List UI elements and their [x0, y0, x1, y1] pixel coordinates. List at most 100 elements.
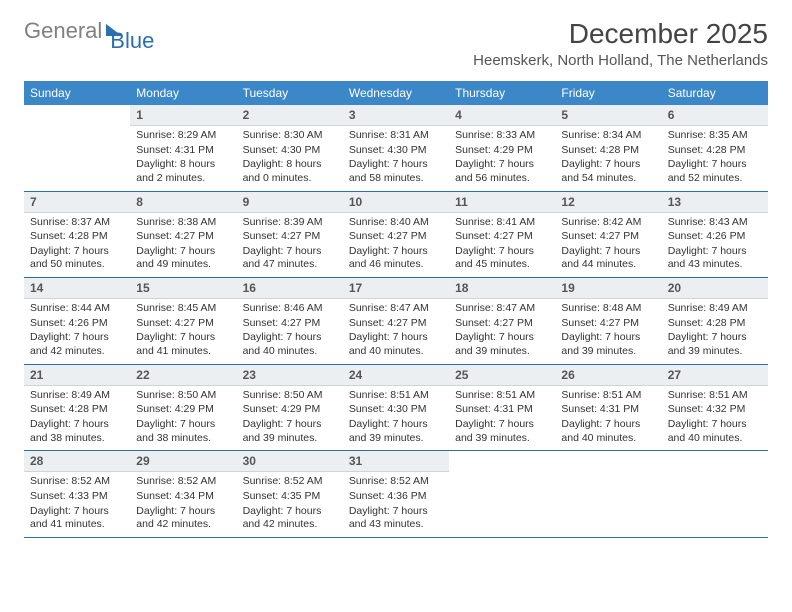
- calendar-table: SundayMondayTuesdayWednesdayThursdayFrid…: [24, 81, 768, 538]
- calendar-day-cell: 1Sunrise: 8:29 AMSunset: 4:31 PMDaylight…: [130, 105, 236, 191]
- sunrise-text: Sunrise: 8:33 AM: [455, 129, 549, 143]
- daylight-text: Daylight: 7 hours and 47 minutes.: [243, 245, 337, 272]
- sunset-text: Sunset: 4:26 PM: [30, 317, 124, 331]
- sunrise-text: Sunrise: 8:50 AM: [136, 389, 230, 403]
- calendar-row: 7Sunrise: 8:37 AMSunset: 4:28 PMDaylight…: [24, 191, 768, 278]
- calendar-empty-cell: [555, 451, 661, 538]
- daylight-text: Daylight: 7 hours and 54 minutes.: [561, 158, 655, 185]
- day-body: Sunrise: 8:35 AMSunset: 4:28 PMDaylight:…: [662, 126, 768, 191]
- calendar-day-cell: 20Sunrise: 8:49 AMSunset: 4:28 PMDayligh…: [662, 278, 768, 365]
- day-number: 10: [343, 192, 449, 213]
- calendar-day-cell: 18Sunrise: 8:47 AMSunset: 4:27 PMDayligh…: [449, 278, 555, 365]
- logo-text-2: Blue: [110, 28, 154, 54]
- daylight-text: Daylight: 7 hours and 39 minutes.: [561, 331, 655, 358]
- day-body: Sunrise: 8:48 AMSunset: 4:27 PMDaylight:…: [555, 299, 661, 364]
- sunset-text: Sunset: 4:28 PM: [561, 144, 655, 158]
- sunrise-text: Sunrise: 8:30 AM: [243, 129, 337, 143]
- sunrise-text: Sunrise: 8:49 AM: [668, 302, 762, 316]
- day-body: Sunrise: 8:52 AMSunset: 4:33 PMDaylight:…: [24, 472, 130, 537]
- calendar-day-cell: 8Sunrise: 8:38 AMSunset: 4:27 PMDaylight…: [130, 191, 236, 278]
- daylight-text: Daylight: 7 hours and 38 minutes.: [30, 418, 124, 445]
- calendar-day-cell: 19Sunrise: 8:48 AMSunset: 4:27 PMDayligh…: [555, 278, 661, 365]
- sunset-text: Sunset: 4:31 PM: [136, 144, 230, 158]
- sunset-text: Sunset: 4:27 PM: [455, 317, 549, 331]
- sunset-text: Sunset: 4:27 PM: [349, 230, 443, 244]
- daylight-text: Daylight: 7 hours and 40 minutes.: [243, 331, 337, 358]
- day-number: 24: [343, 365, 449, 386]
- daylight-text: Daylight: 8 hours and 0 minutes.: [243, 158, 337, 185]
- day-body: Sunrise: 8:51 AMSunset: 4:31 PMDaylight:…: [449, 386, 555, 451]
- sunset-text: Sunset: 4:28 PM: [30, 230, 124, 244]
- calendar-body: 1Sunrise: 8:29 AMSunset: 4:31 PMDaylight…: [24, 105, 768, 537]
- calendar-day-cell: 7Sunrise: 8:37 AMSunset: 4:28 PMDaylight…: [24, 191, 130, 278]
- sunrise-text: Sunrise: 8:43 AM: [668, 216, 762, 230]
- logo-text-1: General: [24, 18, 102, 44]
- sunset-text: Sunset: 4:27 PM: [136, 317, 230, 331]
- calendar-day-cell: 21Sunrise: 8:49 AMSunset: 4:28 PMDayligh…: [24, 364, 130, 451]
- calendar-day-cell: 9Sunrise: 8:39 AMSunset: 4:27 PMDaylight…: [237, 191, 343, 278]
- weekday-header: Saturday: [662, 81, 768, 105]
- day-number: 15: [130, 278, 236, 299]
- weekday-header: Friday: [555, 81, 661, 105]
- day-body: Sunrise: 8:47 AMSunset: 4:27 PMDaylight:…: [449, 299, 555, 364]
- weekday-header: Sunday: [24, 81, 130, 105]
- day-number: 6: [662, 105, 768, 126]
- daylight-text: Daylight: 7 hours and 42 minutes.: [136, 505, 230, 532]
- day-body: Sunrise: 8:42 AMSunset: 4:27 PMDaylight:…: [555, 213, 661, 278]
- location-text: Heemskerk, North Holland, The Netherland…: [473, 52, 768, 69]
- sunset-text: Sunset: 4:29 PM: [455, 144, 549, 158]
- daylight-text: Daylight: 8 hours and 2 minutes.: [136, 158, 230, 185]
- day-body: Sunrise: 8:51 AMSunset: 4:32 PMDaylight:…: [662, 386, 768, 451]
- calendar-day-cell: 25Sunrise: 8:51 AMSunset: 4:31 PMDayligh…: [449, 364, 555, 451]
- day-body: Sunrise: 8:41 AMSunset: 4:27 PMDaylight:…: [449, 213, 555, 278]
- daylight-text: Daylight: 7 hours and 41 minutes.: [30, 505, 124, 532]
- day-body: Sunrise: 8:38 AMSunset: 4:27 PMDaylight:…: [130, 213, 236, 278]
- daylight-text: Daylight: 7 hours and 56 minutes.: [455, 158, 549, 185]
- day-number: 2: [237, 105, 343, 126]
- sunset-text: Sunset: 4:26 PM: [668, 230, 762, 244]
- day-body: Sunrise: 8:52 AMSunset: 4:35 PMDaylight:…: [237, 472, 343, 537]
- day-body: Sunrise: 8:34 AMSunset: 4:28 PMDaylight:…: [555, 126, 661, 191]
- day-body: Sunrise: 8:52 AMSunset: 4:34 PMDaylight:…: [130, 472, 236, 537]
- month-title: December 2025: [473, 18, 768, 50]
- day-number: 5: [555, 105, 661, 126]
- calendar-day-cell: 5Sunrise: 8:34 AMSunset: 4:28 PMDaylight…: [555, 105, 661, 191]
- sunrise-text: Sunrise: 8:42 AM: [561, 216, 655, 230]
- sunrise-text: Sunrise: 8:41 AM: [455, 216, 549, 230]
- day-number: 20: [662, 278, 768, 299]
- sunrise-text: Sunrise: 8:40 AM: [349, 216, 443, 230]
- calendar-row: 14Sunrise: 8:44 AMSunset: 4:26 PMDayligh…: [24, 278, 768, 365]
- day-number: 13: [662, 192, 768, 213]
- day-number: 14: [24, 278, 130, 299]
- sunrise-text: Sunrise: 8:51 AM: [455, 389, 549, 403]
- sunset-text: Sunset: 4:29 PM: [243, 403, 337, 417]
- daylight-text: Daylight: 7 hours and 46 minutes.: [349, 245, 443, 272]
- day-body: Sunrise: 8:39 AMSunset: 4:27 PMDaylight:…: [237, 213, 343, 278]
- calendar-day-cell: 16Sunrise: 8:46 AMSunset: 4:27 PMDayligh…: [237, 278, 343, 365]
- day-number: 16: [237, 278, 343, 299]
- sunset-text: Sunset: 4:29 PM: [136, 403, 230, 417]
- sunrise-text: Sunrise: 8:49 AM: [30, 389, 124, 403]
- weekday-header: Tuesday: [237, 81, 343, 105]
- day-number: 28: [24, 451, 130, 472]
- day-number: 19: [555, 278, 661, 299]
- day-number: 23: [237, 365, 343, 386]
- sunset-text: Sunset: 4:33 PM: [30, 490, 124, 504]
- day-number: 29: [130, 451, 236, 472]
- sunrise-text: Sunrise: 8:47 AM: [455, 302, 549, 316]
- day-body: Sunrise: 8:33 AMSunset: 4:29 PMDaylight:…: [449, 126, 555, 191]
- sunset-text: Sunset: 4:27 PM: [561, 317, 655, 331]
- weekday-header: Thursday: [449, 81, 555, 105]
- day-number: 22: [130, 365, 236, 386]
- sunrise-text: Sunrise: 8:38 AM: [136, 216, 230, 230]
- daylight-text: Daylight: 7 hours and 39 minutes.: [668, 331, 762, 358]
- weekday-header: Monday: [130, 81, 236, 105]
- sunrise-text: Sunrise: 8:48 AM: [561, 302, 655, 316]
- day-number: 21: [24, 365, 130, 386]
- sunrise-text: Sunrise: 8:39 AM: [243, 216, 337, 230]
- daylight-text: Daylight: 7 hours and 41 minutes.: [136, 331, 230, 358]
- daylight-text: Daylight: 7 hours and 42 minutes.: [30, 331, 124, 358]
- calendar-row: 1Sunrise: 8:29 AMSunset: 4:31 PMDaylight…: [24, 105, 768, 191]
- calendar-day-cell: 26Sunrise: 8:51 AMSunset: 4:31 PMDayligh…: [555, 364, 661, 451]
- day-number: 7: [24, 192, 130, 213]
